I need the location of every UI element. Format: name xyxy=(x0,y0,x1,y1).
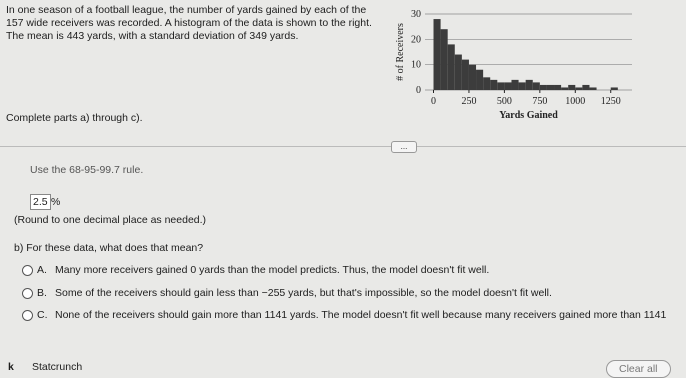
y-tick-label: 30 xyxy=(411,9,421,20)
bar xyxy=(511,79,519,90)
bar xyxy=(497,82,505,90)
bar xyxy=(532,82,540,90)
back-link[interactable]: k xyxy=(8,361,14,373)
answer-box[interactable]: 2.5 xyxy=(30,194,51,210)
more-button[interactable]: ... xyxy=(391,141,417,153)
x-tick-label: 500 xyxy=(497,96,512,107)
bar xyxy=(440,29,448,90)
y-axis-label: # of Receivers xyxy=(395,23,406,81)
intro-line: 157 wide receivers was recorded. A histo… xyxy=(6,17,372,29)
radio[interactable] xyxy=(22,310,33,321)
y-tick-label: 0 xyxy=(416,85,421,96)
bar xyxy=(539,84,547,90)
y-tick-label: 20 xyxy=(411,34,421,45)
round-note: (Round to one decimal place as needed.) xyxy=(14,214,207,226)
bar xyxy=(468,64,477,90)
bar xyxy=(546,84,555,90)
x-tick-label: 0 xyxy=(431,96,436,107)
radio[interactable] xyxy=(22,265,33,276)
bar xyxy=(483,77,491,90)
bar xyxy=(582,84,590,90)
option-text[interactable]: Some of the receivers should gain less t… xyxy=(55,287,552,299)
rule-note: Use the 68-95-99.7 rule. xyxy=(30,164,144,176)
x-tick-label: 750 xyxy=(532,96,547,107)
option-letter: C. xyxy=(37,309,48,321)
bar xyxy=(490,79,498,90)
y-tick-label: 10 xyxy=(411,60,421,71)
instruction: Complete parts a) through c). xyxy=(6,112,143,124)
histogram: 0 10 20 30 0 250 500 750 1000 1250 Yards Gained # o… xyxy=(395,9,632,121)
bar xyxy=(433,19,441,90)
option-letter: B. xyxy=(37,287,47,299)
x-tick-label: 1000 xyxy=(565,96,585,107)
radio[interactable] xyxy=(22,288,33,299)
intro-line: In one season of a football league, the … xyxy=(6,4,367,16)
bar xyxy=(454,54,462,90)
x-axis-label: Yards Gained xyxy=(499,110,558,121)
bar xyxy=(561,87,569,90)
divider xyxy=(0,146,686,147)
intro-line: The mean is 443 yards, with a standard d… xyxy=(6,30,299,42)
bar xyxy=(518,82,526,90)
option-letter: A. xyxy=(37,264,47,276)
option-text[interactable]: Many more receivers gained 0 yards than … xyxy=(55,264,490,276)
clear-all-button[interactable]: Clear all xyxy=(606,360,671,378)
part-b: b) For these data, what does that mean? xyxy=(14,242,204,254)
bar xyxy=(476,69,484,90)
statcrunch-link[interactable]: Statcrunch xyxy=(32,361,83,373)
x-tick-label: 1250 xyxy=(601,96,621,107)
bar xyxy=(447,44,455,90)
bar xyxy=(461,59,469,90)
answer-unit: % xyxy=(51,196,61,208)
bar xyxy=(575,87,583,90)
bar xyxy=(554,84,562,90)
bar xyxy=(525,79,533,90)
bar xyxy=(568,84,576,90)
bar xyxy=(610,87,618,90)
x-tick-label: 250 xyxy=(461,96,476,107)
bar xyxy=(589,87,597,90)
bar xyxy=(504,82,512,90)
option-text[interactable]: None of the receivers should gain more t… xyxy=(55,309,667,321)
